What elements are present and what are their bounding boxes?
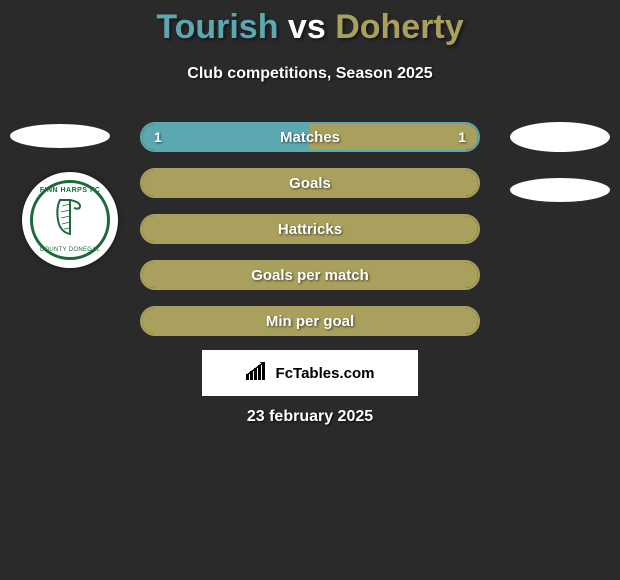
stat-label: Goals per match — [142, 267, 478, 284]
stat-row: 11Matches — [140, 122, 480, 152]
vs-label: vs — [288, 8, 326, 46]
stat-label: Min per goal — [142, 313, 478, 330]
date-label: 23 february 2025 — [0, 408, 620, 426]
stat-row: Hattricks — [140, 214, 480, 244]
badge-text-top: FINN HARPS FC — [40, 187, 101, 194]
club-badge: FINN HARPS FC COUNTY DONEGAL — [22, 172, 118, 268]
stat-label: Goals — [142, 175, 478, 192]
avatar-placeholder-right-1 — [510, 122, 610, 152]
stat-row: Goals — [140, 168, 480, 198]
stat-row: Goals per match — [140, 260, 480, 290]
stat-row: Min per goal — [140, 306, 480, 336]
subtitle: Club competitions, Season 2025 — [0, 65, 620, 83]
avatar-placeholder-left — [10, 124, 110, 148]
club-badge-inner: FINN HARPS FC COUNTY DONEGAL — [30, 180, 110, 260]
stats-container: 11Matches Goals Hattricks Goals per match Mi… — [140, 122, 480, 352]
player1-name: Tourish — [156, 8, 278, 46]
stat-label: Hattricks — [142, 221, 478, 238]
avatar-placeholder-right-2 — [510, 178, 610, 202]
page-title: Tourish vs Doherty — [0, 0, 620, 47]
footer-brand-box: FcTables.com — [202, 350, 418, 396]
stat-label: Matches — [142, 129, 478, 146]
player2-name: Doherty — [335, 8, 463, 46]
footer-brand-text: FcTables.com — [276, 365, 375, 382]
badge-text-bottom: COUNTY DONEGAL — [40, 247, 100, 253]
harp-icon — [54, 198, 86, 242]
bars-icon — [246, 362, 270, 385]
